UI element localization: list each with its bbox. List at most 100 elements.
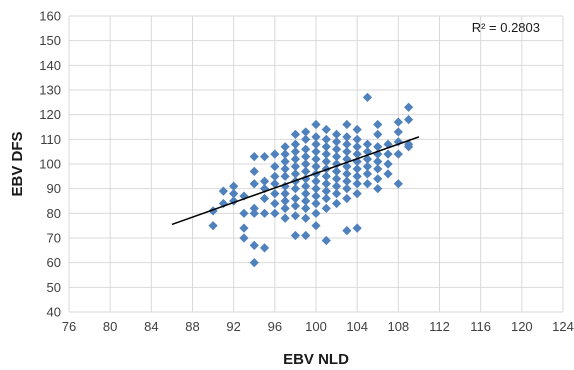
data-point [259, 193, 270, 204]
data-point [331, 166, 342, 176]
data-point [270, 149, 280, 159]
data-point [311, 132, 321, 142]
data-point [373, 129, 383, 139]
data-point [342, 147, 352, 157]
data-point [259, 243, 270, 253]
data-point [331, 174, 342, 184]
y-tick-label: 90 [47, 181, 61, 196]
data-point [362, 92, 373, 102]
data-point [280, 156, 290, 167]
data-point [321, 186, 331, 196]
data-point [342, 226, 352, 236]
data-point [352, 134, 362, 144]
data-point [383, 159, 393, 169]
data-point [249, 166, 259, 176]
data-point [270, 208, 280, 218]
data-point [290, 147, 301, 157]
data-point [362, 139, 373, 149]
y-tick-label: 50 [47, 280, 61, 295]
x-tick-label: 108 [387, 319, 409, 334]
data-point [393, 117, 403, 127]
data-point [331, 198, 342, 209]
data-point [290, 139, 301, 149]
data-point [404, 102, 414, 112]
data-point [239, 208, 249, 218]
data-point [301, 166, 311, 176]
data-point [249, 240, 259, 250]
y-tick-label: 120 [39, 107, 61, 122]
data-point [301, 152, 311, 162]
data-point [249, 179, 259, 189]
data-point [270, 161, 280, 172]
data-point [290, 129, 301, 139]
data-point [362, 179, 373, 189]
data-point [280, 171, 290, 181]
data-point [311, 198, 321, 209]
data-point [218, 186, 228, 196]
data-point [393, 179, 403, 189]
data-point [352, 124, 362, 135]
data-point [301, 203, 311, 213]
data-point [311, 184, 321, 194]
data-point [331, 129, 342, 139]
data-point [229, 189, 239, 199]
data-point [373, 156, 383, 167]
data-point [383, 169, 393, 179]
data-point [280, 142, 290, 152]
data-point [373, 184, 383, 194]
data-point [373, 142, 383, 152]
data-point [321, 134, 331, 144]
data-point [352, 223, 362, 233]
data-point [342, 176, 352, 186]
data-point [352, 164, 362, 174]
data-point [342, 184, 352, 194]
data-point [383, 139, 393, 149]
data-point [311, 154, 321, 164]
data-point [290, 154, 301, 164]
data-point [280, 164, 290, 174]
x-tick-label: 116 [470, 319, 491, 334]
data-point [342, 169, 352, 179]
y-tick-label: 150 [39, 33, 61, 48]
data-point [270, 189, 280, 199]
data-point [331, 152, 342, 162]
data-point [280, 149, 290, 159]
data-point [208, 221, 218, 231]
x-tick-label: 88 [185, 319, 199, 334]
data-point [352, 171, 362, 181]
data-point [342, 161, 352, 172]
data-point [229, 181, 239, 191]
y-tick-label: 70 [47, 231, 61, 246]
x-tick-label: 112 [429, 319, 450, 334]
data-point [393, 127, 403, 137]
data-point [301, 196, 311, 206]
y-tick-label: 160 [39, 9, 61, 24]
data-point [239, 223, 249, 233]
data-point [321, 193, 331, 204]
y-tick-label: 110 [40, 132, 61, 147]
data-point [301, 181, 311, 191]
y-tick-labels: 40 50 60 70 80 90 100 110 120 130 140 150 160 [39, 9, 61, 320]
data-point [342, 193, 352, 204]
y-tick-label: 100 [39, 157, 61, 172]
data-point [301, 189, 311, 199]
data-point [311, 139, 321, 149]
x-axis-title: EBV NLD [283, 351, 349, 368]
data-point [259, 184, 270, 194]
data-point [362, 169, 373, 179]
data-point [301, 213, 311, 223]
x-tick-label: 124 [552, 319, 574, 334]
data-point [270, 198, 280, 209]
data-point [373, 174, 383, 184]
data-point [301, 134, 311, 144]
data-point [373, 164, 383, 174]
data-point [290, 211, 301, 221]
data-point [311, 176, 321, 186]
data-point [280, 196, 290, 206]
data-point [321, 171, 331, 181]
x-tick-label: 96 [268, 319, 282, 334]
r-squared-annotation: R² = 0.2803 [472, 20, 540, 35]
data-point [311, 221, 321, 231]
